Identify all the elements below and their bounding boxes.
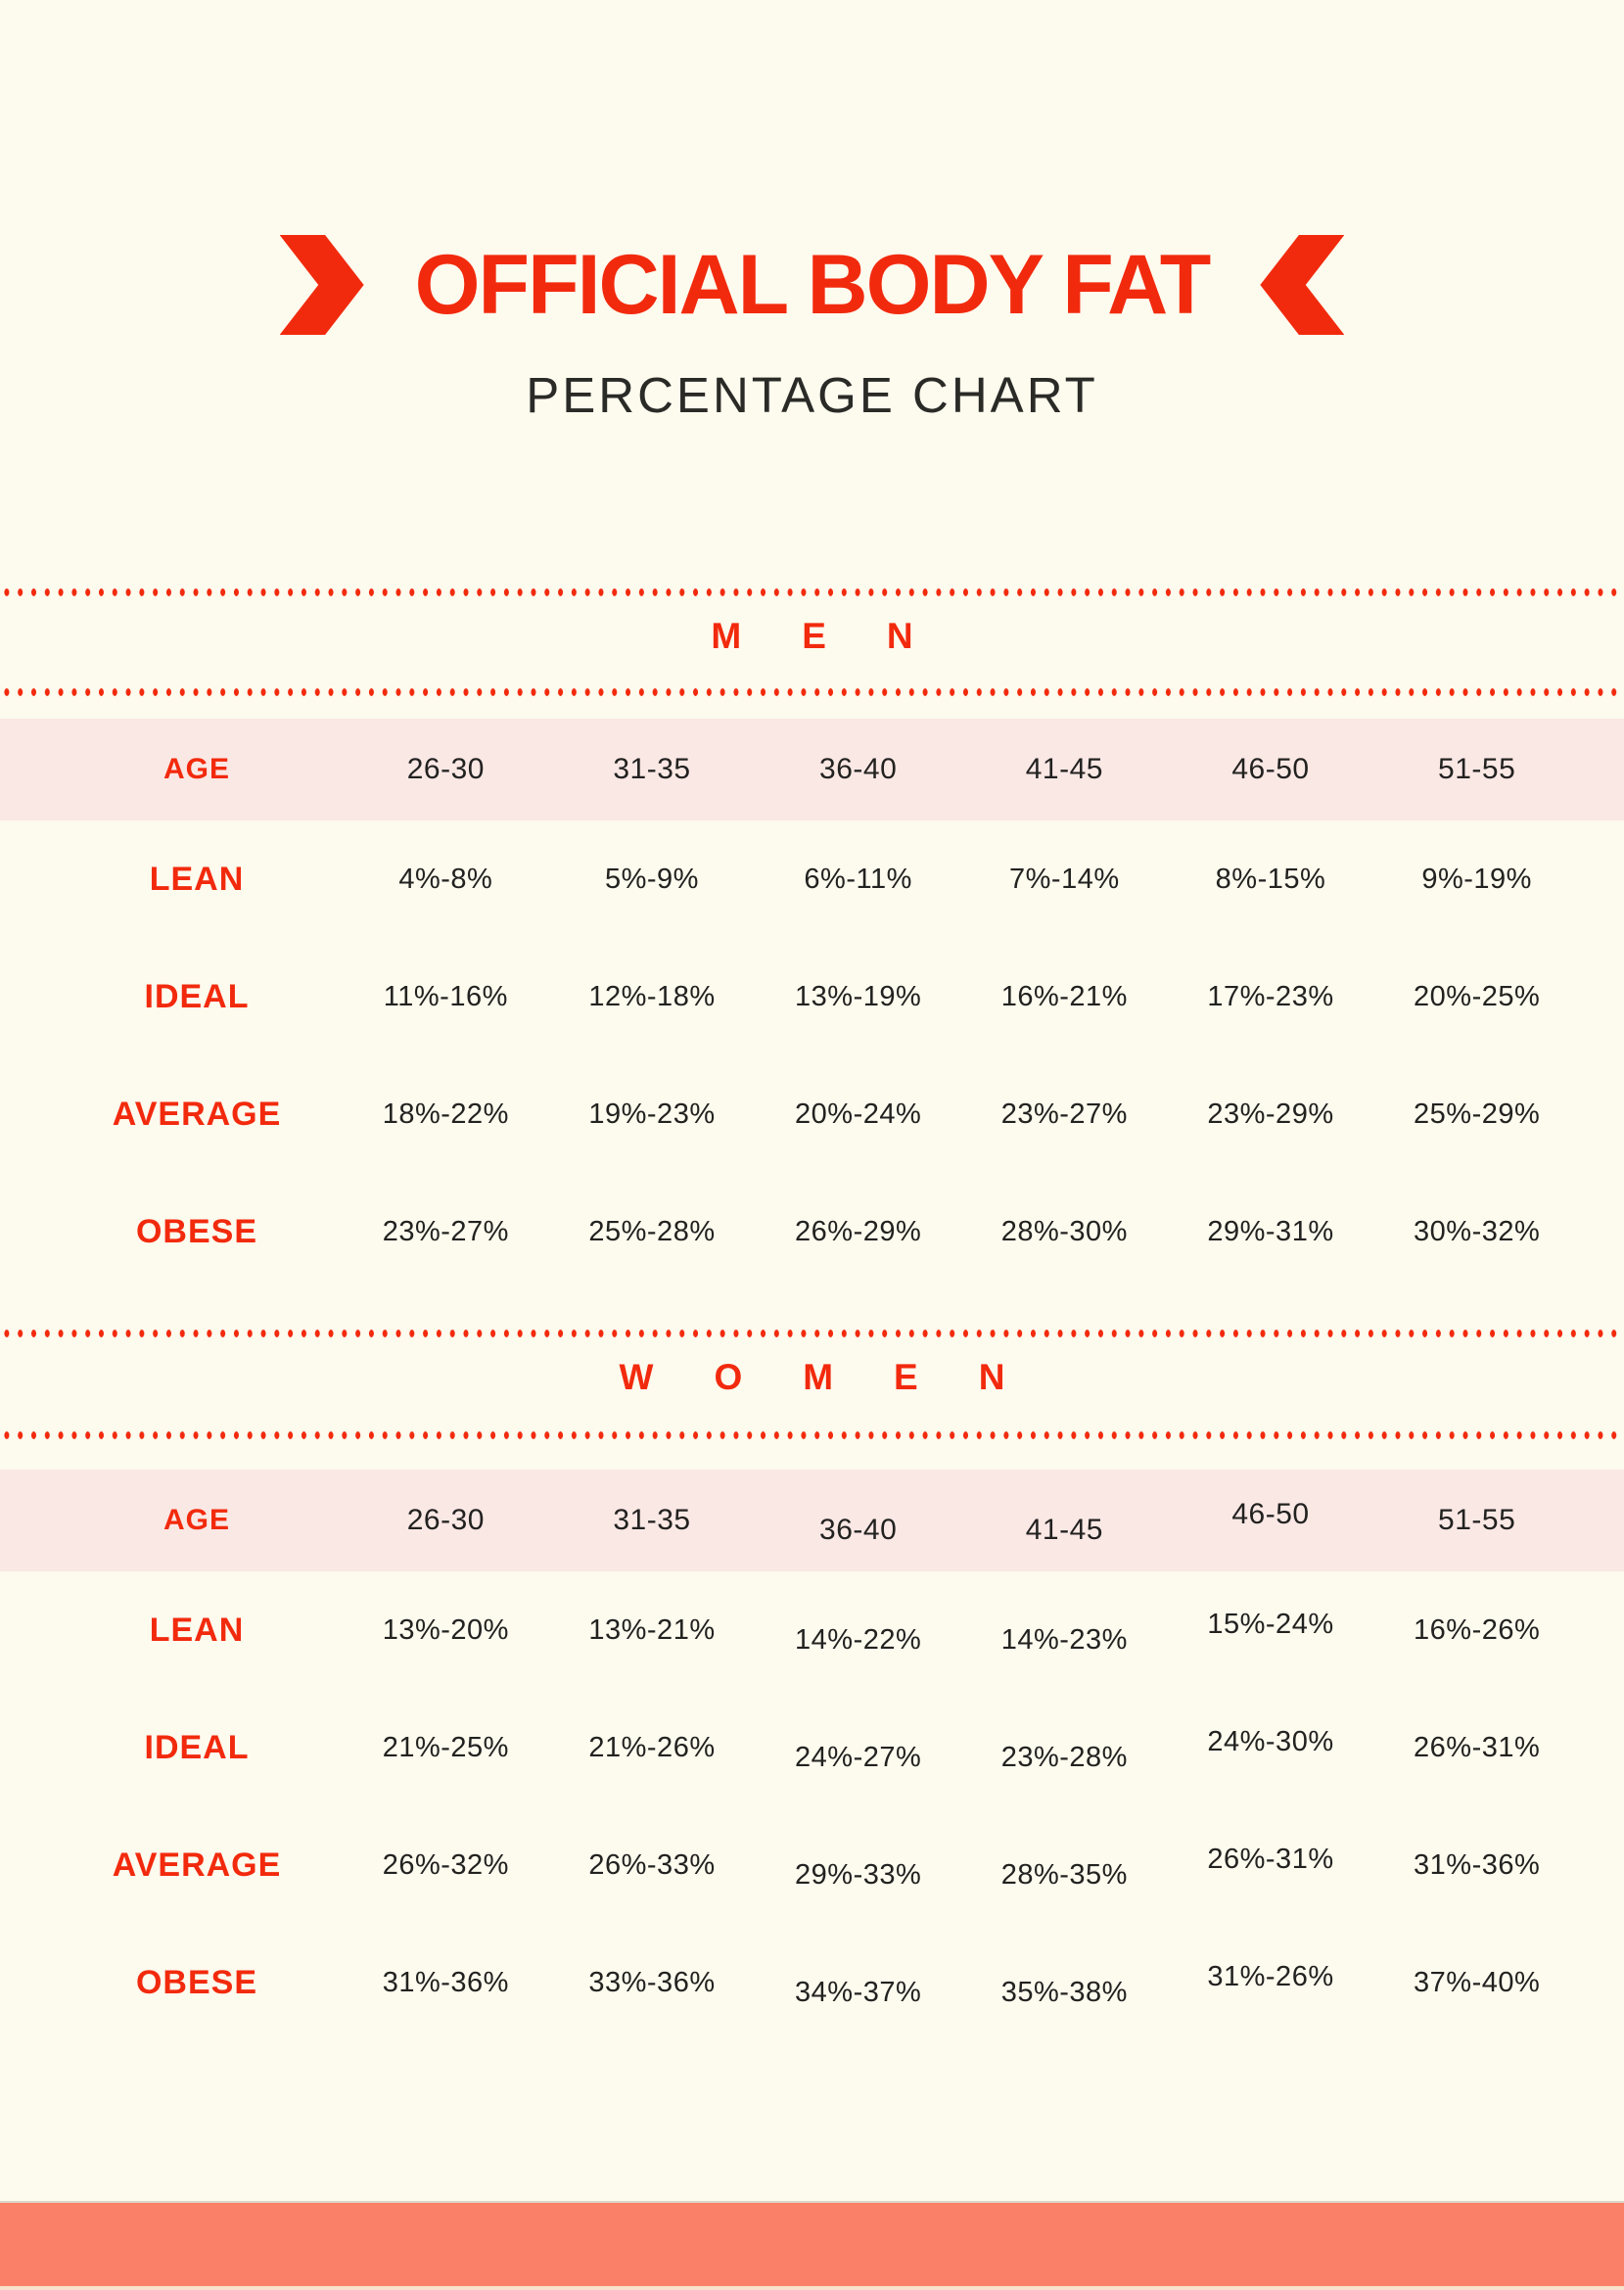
value-cell: 31%-36%: [1414, 1848, 1541, 1881]
women-section-heading: WOMEN: [619, 1357, 1066, 1397]
value-cell: 19%-23%: [588, 1098, 716, 1130]
women-age-header-row: AGE 26-30 31-35 36-40 41-45 46-50 51-55: [0, 1470, 1624, 1571]
value-cell: 23%-29%: [1207, 1098, 1334, 1130]
poster-header: OFFICIAL BODY FAT PERCENTAGE CHART: [0, 0, 1624, 423]
value-cell: 21%-26%: [588, 1731, 716, 1763]
age-range: 46-50: [1231, 1498, 1310, 1530]
women-row-average: AVERAGE 26%-32% 26%-33% 29%-33% 28%-35% …: [0, 1806, 1624, 1924]
age-header-label: AGE: [162, 1504, 230, 1536]
value-cell: 26%-31%: [1207, 1843, 1334, 1875]
value-cell: 26%-29%: [795, 1215, 922, 1247]
value-cell: 34%-37%: [795, 1976, 922, 2008]
women-row-lean: LEAN 13%-20% 13%-21% 14%-22% 14%-23% 15%…: [0, 1571, 1624, 1689]
value-cell: 8%-15%: [1215, 863, 1326, 895]
value-cell: 16%-26%: [1414, 1613, 1541, 1646]
value-cell: 11%-16%: [383, 980, 508, 1012]
row-label: IDEAL: [144, 1728, 250, 1766]
value-cell: 5%-9%: [604, 863, 699, 895]
value-cell: 20%-25%: [1414, 980, 1541, 1012]
value-cell: 28%-35%: [1000, 1858, 1128, 1891]
age-range: 41-45: [1025, 753, 1103, 785]
value-cell: 31%-36%: [382, 1966, 509, 1998]
value-cell: 31%-26%: [1207, 1960, 1334, 1992]
age-range: 31-35: [613, 753, 691, 785]
dotted-divider: [0, 685, 1624, 699]
row-label: AVERAGE: [112, 1846, 282, 1884]
page-subtitle: PERCENTAGE CHART: [526, 367, 1098, 423]
chevron-left-icon: [1260, 235, 1345, 335]
value-cell: 29%-33%: [795, 1858, 922, 1891]
value-cell: 13%-21%: [588, 1613, 716, 1646]
footer-color-band: [0, 2201, 1624, 2290]
value-cell: 13%-20%: [382, 1613, 509, 1646]
value-cell: 13%-19%: [795, 980, 922, 1012]
row-label: LEAN: [149, 1611, 245, 1649]
value-cell: 24%-27%: [795, 1741, 922, 1773]
value-cell: 23%-27%: [1000, 1098, 1128, 1130]
dotted-divider: [0, 1327, 1624, 1340]
value-cell: 15%-24%: [1207, 1608, 1334, 1640]
value-cell: 23%-28%: [1000, 1741, 1128, 1773]
age-range: 31-35: [613, 1504, 691, 1536]
value-cell: 24%-30%: [1207, 1725, 1334, 1757]
value-cell: 28%-30%: [1000, 1215, 1128, 1247]
men-section-heading: MEN: [711, 616, 974, 656]
women-table: AGE 26-30 31-35 36-40 41-45 46-50 51-55 …: [0, 1470, 1624, 2041]
dotted-divider: [0, 585, 1624, 599]
women-section: WOMEN AGE 26-30 31-35 36-40 41-45 46-50 …: [0, 1327, 1624, 2041]
row-label: LEAN: [149, 860, 245, 898]
row-label: OBESE: [135, 1212, 258, 1250]
value-cell: 14%-22%: [795, 1623, 922, 1656]
age-range: 36-40: [819, 1514, 898, 1546]
title-row: OFFICIAL BODY FAT: [0, 0, 1624, 335]
age-range: 26-30: [406, 1504, 485, 1536]
value-cell: 14%-23%: [1000, 1623, 1128, 1656]
men-age-header-row: AGE 26-30 31-35 36-40 41-45 46-50 51-55: [0, 719, 1624, 820]
value-cell: 26%-32%: [382, 1848, 509, 1881]
men-row-average: AVERAGE 18%-22% 19%-23% 20%-24% 23%-27% …: [0, 1055, 1624, 1173]
value-cell: 25%-29%: [1414, 1098, 1541, 1130]
value-cell: 26%-33%: [588, 1848, 716, 1881]
value-cell: 12%-18%: [588, 980, 716, 1012]
value-cell: 35%-38%: [1000, 1976, 1128, 2008]
value-cell: 7%-14%: [1009, 863, 1120, 895]
value-cell: 33%-36%: [588, 1966, 716, 1998]
value-cell: 23%-27%: [382, 1215, 509, 1247]
row-label: AVERAGE: [112, 1095, 282, 1133]
age-range: 41-45: [1025, 1514, 1103, 1546]
value-cell: 9%-19%: [1421, 863, 1532, 895]
men-section: MEN AGE 26-30 31-35 36-40 41-45 46-50 51…: [0, 585, 1624, 1290]
value-cell: 21%-25%: [382, 1731, 509, 1763]
men-row-obese: OBESE 23%-27% 25%-28% 26%-29% 28%-30% 29…: [0, 1173, 1624, 1290]
men-row-lean: LEAN 4%-8% 5%-9% 6%-11% 7%-14% 8%-15% 9%…: [0, 820, 1624, 938]
value-cell: 30%-32%: [1414, 1215, 1541, 1247]
chevron-right-icon: [279, 235, 364, 335]
age-range: 46-50: [1231, 753, 1310, 785]
value-cell: 18%-22%: [382, 1098, 509, 1130]
value-cell: 26%-31%: [1414, 1731, 1541, 1763]
value-cell: 29%-31%: [1207, 1215, 1334, 1247]
value-cell: 20%-24%: [795, 1098, 922, 1130]
women-row-obese: OBESE 31%-36% 33%-36% 34%-37% 35%-38% 31…: [0, 1924, 1624, 2041]
page-title: OFFICIAL BODY FAT: [414, 238, 1212, 332]
value-cell: 4%-8%: [398, 863, 493, 895]
age-range: 51-55: [1438, 1504, 1516, 1536]
age-range: 51-55: [1438, 753, 1516, 785]
age-range: 36-40: [819, 753, 898, 785]
age-range: 26-30: [406, 753, 485, 785]
value-cell: 6%-11%: [804, 863, 912, 895]
men-table: AGE 26-30 31-35 36-40 41-45 46-50 51-55 …: [0, 719, 1624, 1290]
value-cell: 37%-40%: [1414, 1966, 1541, 1998]
value-cell: 16%-21%: [1000, 980, 1128, 1012]
women-row-ideal: IDEAL 21%-25% 21%-26% 24%-27% 23%-28% 24…: [0, 1689, 1624, 1806]
row-label: OBESE: [135, 1963, 258, 2001]
women-heading-wrap: WOMEN: [0, 1340, 1624, 1397]
age-header-label: AGE: [162, 753, 230, 785]
men-row-ideal: IDEAL 11%-16% 12%-18% 13%-19% 16%-21% 17…: [0, 938, 1624, 1055]
dotted-divider: [0, 1428, 1624, 1442]
men-heading-wrap: MEN: [0, 599, 1624, 656]
value-cell: 17%-23%: [1207, 980, 1334, 1012]
row-label: IDEAL: [144, 977, 250, 1015]
value-cell: 25%-28%: [588, 1215, 716, 1247]
